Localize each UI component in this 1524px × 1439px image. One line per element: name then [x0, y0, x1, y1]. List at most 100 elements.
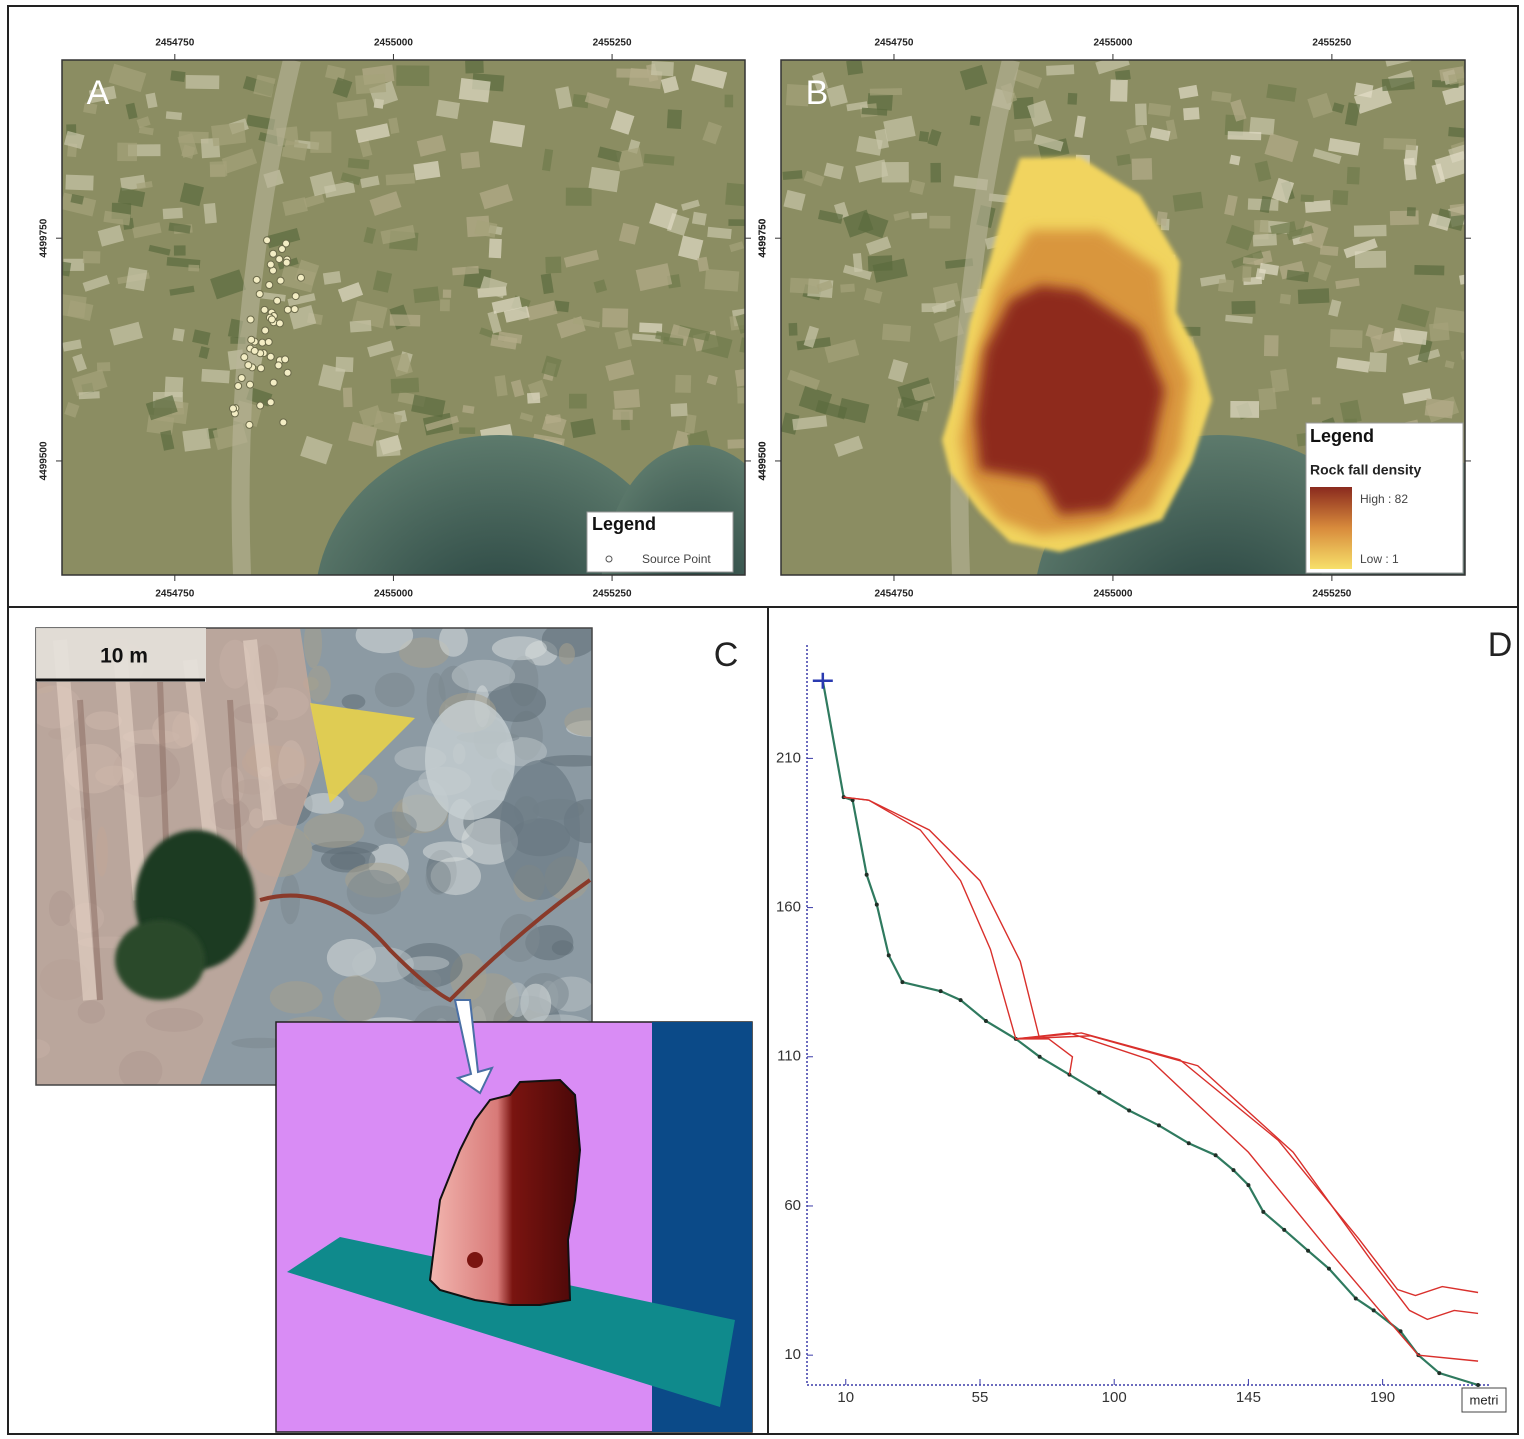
- page: { "maps": { "xlim": [2454621, 2455402], …: [0, 0, 1524, 1439]
- map-patch: [527, 392, 540, 403]
- map-patch: [725, 95, 734, 108]
- rock-texture: [347, 870, 401, 915]
- y-tick-label: 4499500: [39, 441, 50, 480]
- map-patch: [569, 394, 587, 409]
- map-patch: [1156, 211, 1167, 226]
- map-patch: [386, 173, 415, 185]
- source-point: [267, 353, 274, 360]
- series-line: [1016, 1036, 1478, 1319]
- legend-title: Legend: [592, 514, 656, 534]
- map-patch: [970, 115, 981, 126]
- map-patch: [1230, 401, 1259, 418]
- x-tick-label: 2454750: [155, 589, 194, 600]
- x-tick-label: 2455250: [593, 38, 632, 49]
- map-patch: [545, 256, 561, 273]
- map-patch: [1298, 288, 1330, 304]
- map-patch: [436, 100, 460, 119]
- source-point: [248, 336, 255, 343]
- rock-model-inset: [276, 1000, 752, 1432]
- y-tick-label: 10: [784, 1346, 801, 1363]
- map-patch: [1014, 129, 1032, 142]
- map-patch: [188, 265, 199, 272]
- map-patch: [1110, 79, 1128, 101]
- map-patch: [1231, 301, 1255, 314]
- map-patch: [790, 278, 820, 294]
- y-tick-label: 110: [777, 1048, 801, 1065]
- source-point: [241, 354, 248, 361]
- map-patch: [126, 267, 148, 291]
- map-patch: [1229, 155, 1240, 166]
- map-patch: [651, 61, 674, 76]
- x-tick-label: 190: [1370, 1389, 1395, 1406]
- map-patch: [882, 324, 911, 342]
- profile-vertex: [1214, 1153, 1218, 1157]
- map-patch: [443, 290, 451, 298]
- profile-vertex: [1157, 1123, 1161, 1127]
- map-sea: [602, 445, 793, 725]
- map-patch: [1183, 107, 1200, 120]
- source-point: [251, 347, 258, 354]
- map-patch: [1369, 352, 1387, 372]
- map-patch: [413, 286, 439, 303]
- x-tick-label: 2455250: [593, 589, 632, 600]
- profile-vertex: [1354, 1296, 1358, 1300]
- rock-texture: [342, 694, 366, 709]
- map-patch: [739, 337, 756, 354]
- source-point: [264, 237, 271, 244]
- map-patch: [391, 378, 420, 394]
- source-point: [257, 402, 264, 409]
- y-tick-label: 160: [776, 899, 801, 916]
- source-point: [261, 306, 268, 313]
- profile-vertex: [1282, 1228, 1286, 1232]
- source-point: [274, 297, 281, 304]
- map-patch: [203, 203, 216, 224]
- profile-vertex: [1327, 1267, 1331, 1271]
- profile-vertex: [1187, 1141, 1191, 1145]
- map-patch: [1354, 225, 1387, 237]
- map-patch: [350, 320, 372, 333]
- map-patch: [1258, 388, 1276, 411]
- x-tick-label: 2455000: [1093, 589, 1132, 600]
- rock-texture: [304, 618, 322, 668]
- map-patch: [65, 175, 93, 191]
- map-patch: [186, 75, 220, 89]
- y-tick-label: 60: [784, 1197, 801, 1214]
- source-point: [267, 399, 274, 406]
- rock-texture: [270, 981, 323, 1013]
- rock-texture: [559, 643, 575, 665]
- x-tick-label: 145: [1236, 1389, 1261, 1406]
- x-tick-label: 10: [837, 1389, 854, 1406]
- rock-texture: [505, 982, 529, 1017]
- panel-label: B: [806, 74, 829, 112]
- source-point: [270, 250, 277, 257]
- map-patch: [1132, 158, 1153, 180]
- map-patch: [728, 219, 749, 226]
- source-point: [259, 339, 266, 346]
- map-patch: [675, 375, 691, 393]
- map-patch: [588, 167, 620, 192]
- map-patch: [1450, 203, 1473, 217]
- map-patch: [1218, 279, 1234, 293]
- legend-subtitle: Rock fall density: [1310, 462, 1421, 478]
- profile-vertex: [1097, 1091, 1101, 1095]
- map-patch: [1407, 207, 1416, 216]
- map-patch: [1228, 131, 1262, 140]
- profile-vertex: [865, 873, 869, 877]
- map-patch: [789, 323, 798, 336]
- series-line: [1016, 1033, 1478, 1296]
- series-line: [844, 797, 1040, 1039]
- rock-texture: [426, 861, 451, 895]
- profile-vertex: [1261, 1210, 1265, 1214]
- map-patch: [929, 216, 950, 229]
- legend-marker: [606, 556, 612, 562]
- source-point: [247, 316, 254, 323]
- map-patch: [182, 428, 210, 452]
- rock-texture: [356, 617, 413, 653]
- profile-vertex: [1038, 1055, 1042, 1059]
- map-patch: [390, 314, 421, 326]
- map-patch: [117, 143, 137, 161]
- source-point: [284, 369, 291, 376]
- figure: 2454750245475024550002455000245525024552…: [0, 0, 1524, 1439]
- map-patch: [1320, 245, 1339, 256]
- map-patch: [396, 65, 429, 86]
